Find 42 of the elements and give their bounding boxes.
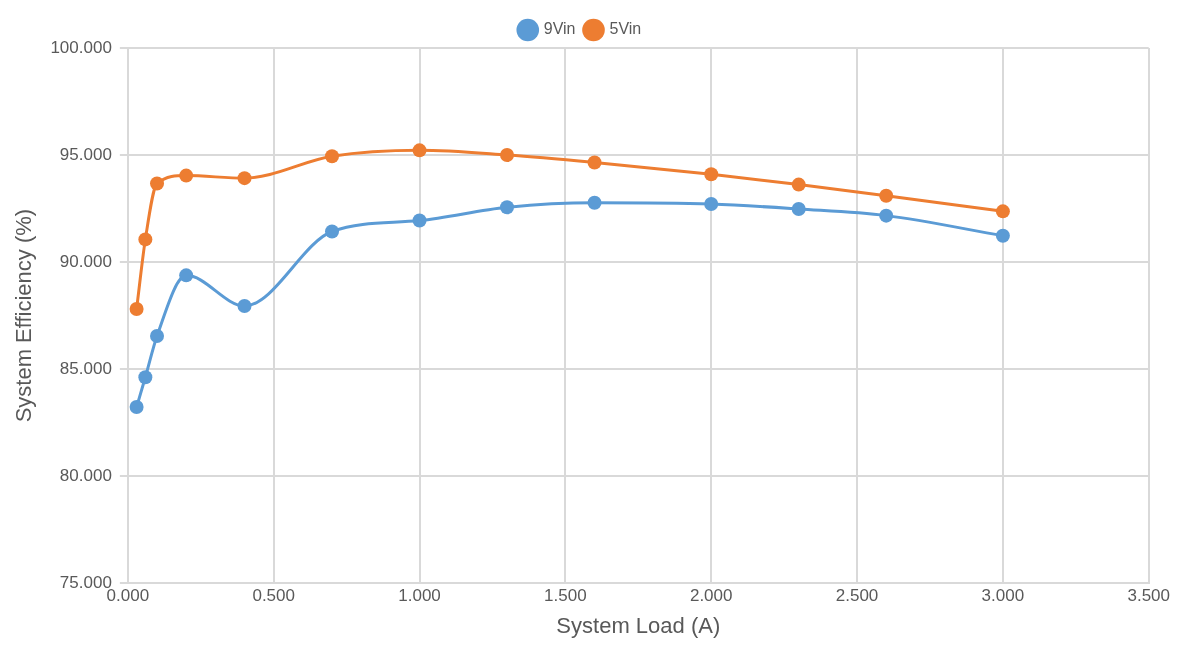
- point: [704, 167, 719, 182]
- y-tick-label: 85.000: [59, 358, 112, 378]
- point: [150, 176, 165, 191]
- point: [879, 188, 894, 203]
- point: [995, 228, 1010, 243]
- point: [995, 204, 1010, 219]
- point: [129, 301, 144, 316]
- x-tick-label: 2.000: [689, 586, 733, 606]
- point: [179, 168, 194, 183]
- point: [587, 195, 602, 210]
- point: [791, 177, 806, 192]
- x-tick-label: 3.500: [1127, 586, 1170, 606]
- y-tick-label: 100.000: [50, 37, 112, 57]
- point: [412, 213, 427, 228]
- point: [412, 143, 427, 158]
- y-tick-label: 90.000: [59, 251, 112, 271]
- y-tick-label: 95.000: [59, 144, 112, 164]
- point: [325, 149, 340, 164]
- point: [138, 370, 153, 385]
- point: [325, 224, 340, 239]
- point: [500, 200, 515, 215]
- point: [704, 197, 719, 212]
- point: [237, 171, 252, 186]
- point: [237, 298, 252, 313]
- point: [138, 232, 153, 247]
- point: [791, 201, 806, 216]
- legend-label: 5Vin: [609, 20, 642, 38]
- x-tick-label: 3.000: [981, 586, 1025, 606]
- point: [150, 328, 165, 343]
- x-tick-label: 1.500: [544, 586, 587, 606]
- point: [179, 268, 194, 283]
- x-tick-label: 2.500: [835, 586, 879, 606]
- x-tick-label: 0.500: [252, 586, 295, 606]
- x-tick-label: 1.000: [398, 586, 441, 606]
- point: [129, 400, 144, 415]
- legend-label: 9Vin: [543, 20, 576, 38]
- x-axis-title: System Load (A): [556, 612, 721, 638]
- point: [879, 208, 894, 223]
- point: [587, 155, 602, 170]
- y-tick-label: 80.000: [59, 465, 112, 485]
- point: [500, 148, 515, 163]
- y-axis-title: System Efficiency (%): [11, 208, 37, 423]
